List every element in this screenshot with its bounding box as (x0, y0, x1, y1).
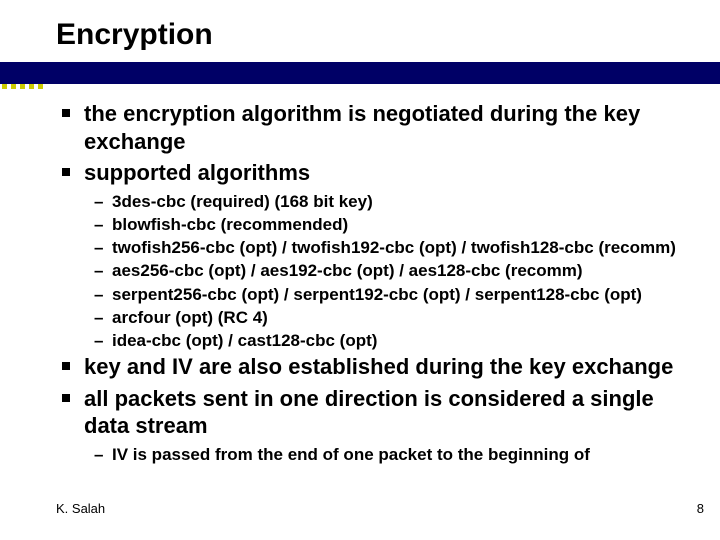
mark-icon (2, 84, 7, 89)
bullet-lvl2: blowfish-cbc (recommended) (56, 214, 700, 235)
decorative-marks (0, 84, 46, 94)
bullet-lvl2: 3des-cbc (required) (168 bit key) (56, 191, 700, 212)
bullet-lvl2: serpent256-cbc (opt) / serpent192-cbc (o… (56, 284, 700, 305)
mark-icon (20, 84, 25, 89)
bullet-lvl1: all packets sent in one direction is con… (56, 385, 700, 440)
divider-bar (0, 62, 720, 84)
footer-page-number: 8 (697, 501, 704, 516)
bullet-lvl2: IV is passed from the end of one packet … (56, 444, 700, 465)
bullet-lvl2: arcfour (opt) (RC 4) (56, 307, 700, 328)
mark-icon (29, 84, 34, 89)
bullet-lvl2: twofish256-cbc (opt) / twofish192-cbc (o… (56, 237, 700, 258)
slide: Encryption the encryption algorithm is n… (0, 0, 720, 540)
bullet-lvl2: aes256-cbc (opt) / aes192-cbc (opt) / ae… (56, 260, 700, 281)
bullet-lvl1: key and IV are also established during t… (56, 353, 700, 381)
bullet-lvl1: the encryption algorithm is negotiated d… (56, 100, 700, 155)
bullet-lvl2: idea-cbc (opt) / cast128-cbc (opt) (56, 330, 700, 351)
slide-title: Encryption (56, 18, 213, 52)
footer-author: K. Salah (56, 501, 105, 516)
mark-icon (11, 84, 16, 89)
bullet-lvl1: supported algorithms (56, 159, 700, 187)
content-area: the encryption algorithm is negotiated d… (56, 100, 700, 467)
mark-icon (38, 84, 43, 89)
